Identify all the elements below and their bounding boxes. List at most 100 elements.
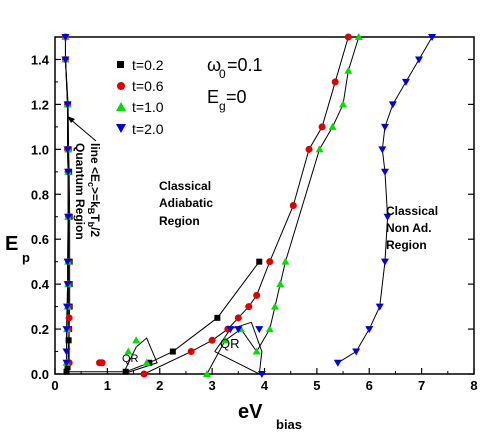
data-point-t20 <box>383 213 392 221</box>
data-point-t06 <box>253 291 261 299</box>
data-point-t20 <box>380 168 389 176</box>
data-point-t06 <box>187 348 195 356</box>
data-point-t10 <box>276 280 285 288</box>
ticks-layer: 0 1 2 3 4 5 6 7 8 0.0 0.2 0.4 0.6 0.8 1.0 1.2 1.4 <box>31 36 478 393</box>
data-point-t20 <box>61 56 70 64</box>
data-point-t20 <box>333 359 342 367</box>
data-point-t06 <box>266 258 274 266</box>
data-point-t10 <box>221 336 230 344</box>
data-point-t10 <box>132 336 141 344</box>
data-point-t20 <box>401 78 410 86</box>
data-point-t20 <box>234 326 243 334</box>
data-point-t20 <box>352 348 361 356</box>
data-point-t10 <box>202 370 211 377</box>
classical-adiabatic-line3: Region <box>159 214 200 228</box>
y-tick-label: 0.6 <box>31 232 49 247</box>
data-point-t20 <box>64 213 73 221</box>
classical-nonad-line2: Non Ad. <box>386 221 432 235</box>
data-point-t20 <box>63 101 72 109</box>
data-point-t10 <box>315 145 324 153</box>
data-point-t10 <box>339 100 348 108</box>
data-point-t20 <box>63 146 72 154</box>
data-point-t20 <box>378 146 387 154</box>
data-point-t02 <box>122 368 129 375</box>
legend-label-t20: t=2.0 <box>132 121 164 137</box>
data-point-t06 <box>140 370 148 378</box>
x-tick-label: 0 <box>51 378 58 393</box>
data-point-t20 <box>428 34 437 41</box>
data-point-t10 <box>265 325 274 333</box>
data-point-t10 <box>252 347 261 355</box>
data-point-t20 <box>63 258 72 266</box>
quantum-annotation: line <Ec>=kBTb/2 Quantum Region <box>73 143 102 240</box>
data-point-t20 <box>64 168 73 176</box>
data-point-t02 <box>169 348 176 355</box>
data-point-t10 <box>270 302 279 310</box>
qr-small-outline <box>122 337 158 375</box>
data-point-t20 <box>365 326 374 334</box>
data-point-t06 <box>318 123 326 131</box>
omega-value: =0.1 <box>227 55 263 75</box>
y-tick-label: 1.0 <box>31 142 49 157</box>
qr-small-label: QR <box>122 353 139 365</box>
x-axis-title: eV <box>238 401 263 423</box>
legend-label-t10: t=1.0 <box>132 99 164 115</box>
legend-label-t02: t=0.2 <box>132 57 164 73</box>
data-point-t02 <box>64 364 71 371</box>
data-point-t20 <box>63 303 72 311</box>
data-point-t02 <box>63 368 70 375</box>
data-point-t06 <box>98 359 106 367</box>
quantum-arrow-head <box>67 116 75 123</box>
x-tick-label: 6 <box>366 378 373 393</box>
omega-label: ω <box>207 55 221 75</box>
eg-sub: g <box>219 99 226 113</box>
data-point-t02 <box>146 359 153 366</box>
data-point-t06 <box>234 314 242 322</box>
y-tick-label: 1.4 <box>31 52 50 67</box>
y-tick-label: 0.8 <box>31 187 49 202</box>
data-point-t10 <box>124 347 133 355</box>
data-point-t06 <box>65 314 73 322</box>
data-point-t20 <box>257 371 266 378</box>
data-point-t06 <box>245 303 253 311</box>
data-point-t20 <box>62 359 71 367</box>
x-tick-label: 3 <box>209 378 216 393</box>
quantum-region-label: Quantum Region <box>73 143 87 240</box>
series-line <box>337 36 433 364</box>
classical-adiabatic-annotation: Classical Adiabatic Region <box>159 179 213 228</box>
legend-label-t06: t=0.6 <box>132 78 164 94</box>
quantum-line-label: line <Ec>=kBTb/2 <box>86 143 102 237</box>
legend-marker-circle <box>117 82 125 90</box>
x-tick-label: 1 <box>104 378 111 393</box>
eg-label: E <box>207 87 219 107</box>
qr-large-label: QR <box>220 336 240 351</box>
classical-nonad-annotation: Classical Non Ad. Region <box>386 204 438 252</box>
eg-value: =0 <box>226 87 247 107</box>
legend: t=0.2 t=0.6 t=1.0 t=2.0 <box>116 57 164 137</box>
x-tick-label: 2 <box>156 378 163 393</box>
data-point-t10 <box>281 257 290 265</box>
data-point-t20 <box>375 303 384 311</box>
classical-nonad-line3: Region <box>386 238 427 252</box>
data-point-t20 <box>388 101 397 109</box>
data-point-t20 <box>63 281 72 289</box>
data-point-t02 <box>65 337 72 344</box>
data-point-t20 <box>61 34 70 41</box>
y-axis-title-sub: p <box>22 250 30 265</box>
data-point-t10 <box>328 122 337 130</box>
classical-adiabatic-line1: Classical <box>159 179 211 193</box>
x-tick-label: 7 <box>418 378 425 393</box>
legend-marker-square <box>117 61 124 68</box>
data-point-t06 <box>331 78 339 86</box>
data-point-t20 <box>380 123 389 131</box>
parameter-labels: ω 0 =0.1 E g =0 <box>207 55 263 113</box>
x-tick-label: 8 <box>470 378 477 393</box>
x-tick-label: 4 <box>261 378 269 393</box>
data-point-t10 <box>354 33 363 40</box>
y-tick-label: 1.2 <box>31 97 49 112</box>
data-point-t06 <box>208 336 216 344</box>
x-tick-label: 5 <box>313 378 320 393</box>
y-tick-label: 0.4 <box>31 277 50 292</box>
classical-nonad-line1: Classical <box>386 204 438 218</box>
data-point-t02 <box>214 314 221 321</box>
